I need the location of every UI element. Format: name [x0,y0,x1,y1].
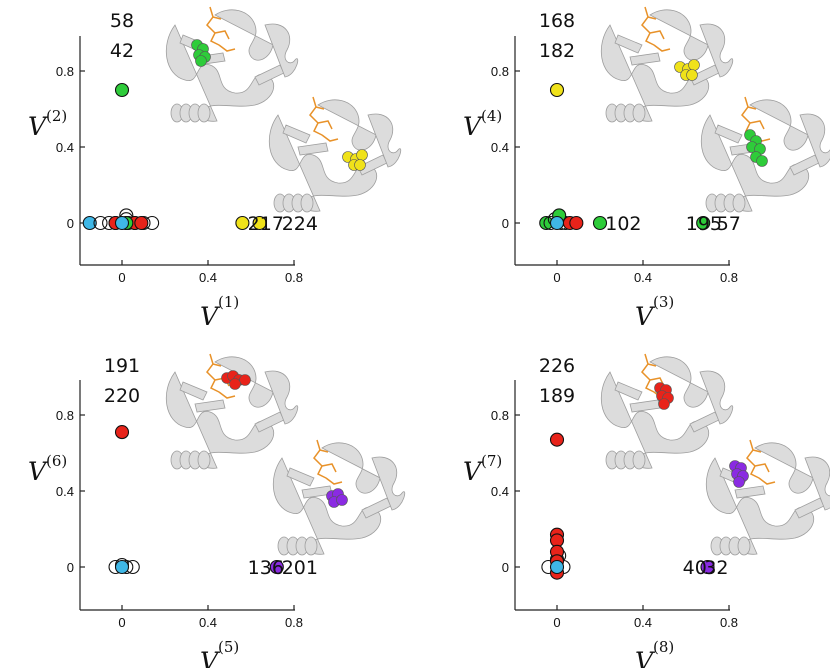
site-label: 217 [248,213,284,235]
x-tick-label: 0.4 [199,270,217,285]
y-axis-label-index: (6) [46,452,67,470]
y-axis-label: V [463,112,484,141]
x-tick-label: 0 [553,270,560,285]
protein-structure-image [601,6,734,123]
x-axis-label-index: (3) [653,293,674,311]
data-point [114,425,130,440]
x-tick-label: 0 [118,270,125,285]
site-label: 42 [110,40,134,62]
x-tick-label: 0 [118,615,125,630]
y-tick-label: 0.8 [56,408,74,423]
y-tick-label: 0.8 [56,64,74,79]
y-axis-label-index: (7) [481,452,502,470]
data-point [114,559,130,575]
x-axis-label-index: (5) [218,638,239,656]
x-tick-label: 0.8 [720,615,738,630]
site-label: 136 [248,557,284,579]
data-point [134,215,149,231]
y-tick-label: 0.4 [56,140,74,155]
data-point [700,559,715,575]
x-tick-label: 0.4 [199,615,217,630]
y-axis-label-index: (2) [46,107,67,125]
data-point [93,215,108,231]
data-point [114,215,130,231]
site-label: 57 [717,213,741,235]
x-tick-label: 0.8 [720,270,738,285]
site-label: 32 [704,557,728,579]
protein-structure-image [706,439,830,556]
data-point [549,559,565,575]
y-tick-label: 0.8 [491,408,509,423]
y-tick-label: 0 [67,216,74,231]
data-point [592,215,608,231]
site-label: 195 [686,213,722,235]
site-label: 191 [104,355,140,377]
y-tick-label: 0 [502,216,509,231]
protein-structure-image [701,96,830,213]
x-axis-label: V [635,302,656,331]
data-point [549,215,565,231]
y-tick-label: 0 [502,560,509,575]
x-axis-label-index: (8) [653,638,674,656]
site-label: 102 [605,213,641,235]
site-label: 201 [282,557,318,579]
protein-structure-image [601,353,734,470]
data-point [235,215,250,231]
x-axis-label: V [635,647,656,668]
data-point [549,432,565,447]
x-tick-label: 0.4 [634,270,652,285]
data-point [82,215,97,231]
data-point [114,82,130,98]
y-tick-label: 0 [67,560,74,575]
data-point [549,82,565,98]
x-tick-label: 0.8 [285,270,303,285]
y-axis-label: V [28,112,49,141]
site-label: 224 [282,213,318,235]
site-label: 40 [683,557,707,579]
x-tick-label: 0 [553,615,560,630]
site-label: 58 [110,10,134,32]
x-axis-label: V [200,647,221,668]
y-tick-label: 0.4 [56,484,74,499]
x-tick-label: 0.8 [285,615,303,630]
site-label: 189 [539,385,575,407]
site-label: 182 [539,40,575,62]
x-axis-label-index: (1) [218,293,239,311]
protein-structure-image [273,439,406,556]
protein-structure-image [166,353,299,470]
x-axis-label: V [200,302,221,331]
x-tick-label: 0.4 [634,615,652,630]
y-tick-label: 0.4 [491,140,509,155]
protein-structure-image [269,96,402,213]
y-axis-label: V [28,457,49,486]
site-label: 168 [539,10,575,32]
data-point [569,215,584,231]
protein-structure-image [166,6,299,123]
y-axis-label: V [463,457,484,486]
site-label: 220 [104,385,140,407]
site-label: 226 [539,355,575,377]
y-tick-label: 0.8 [491,64,509,79]
data-point [696,215,711,231]
data-point [252,215,267,231]
data-point [269,559,284,575]
y-axis-label-index: (4) [481,107,502,125]
y-tick-label: 0.4 [491,484,509,499]
